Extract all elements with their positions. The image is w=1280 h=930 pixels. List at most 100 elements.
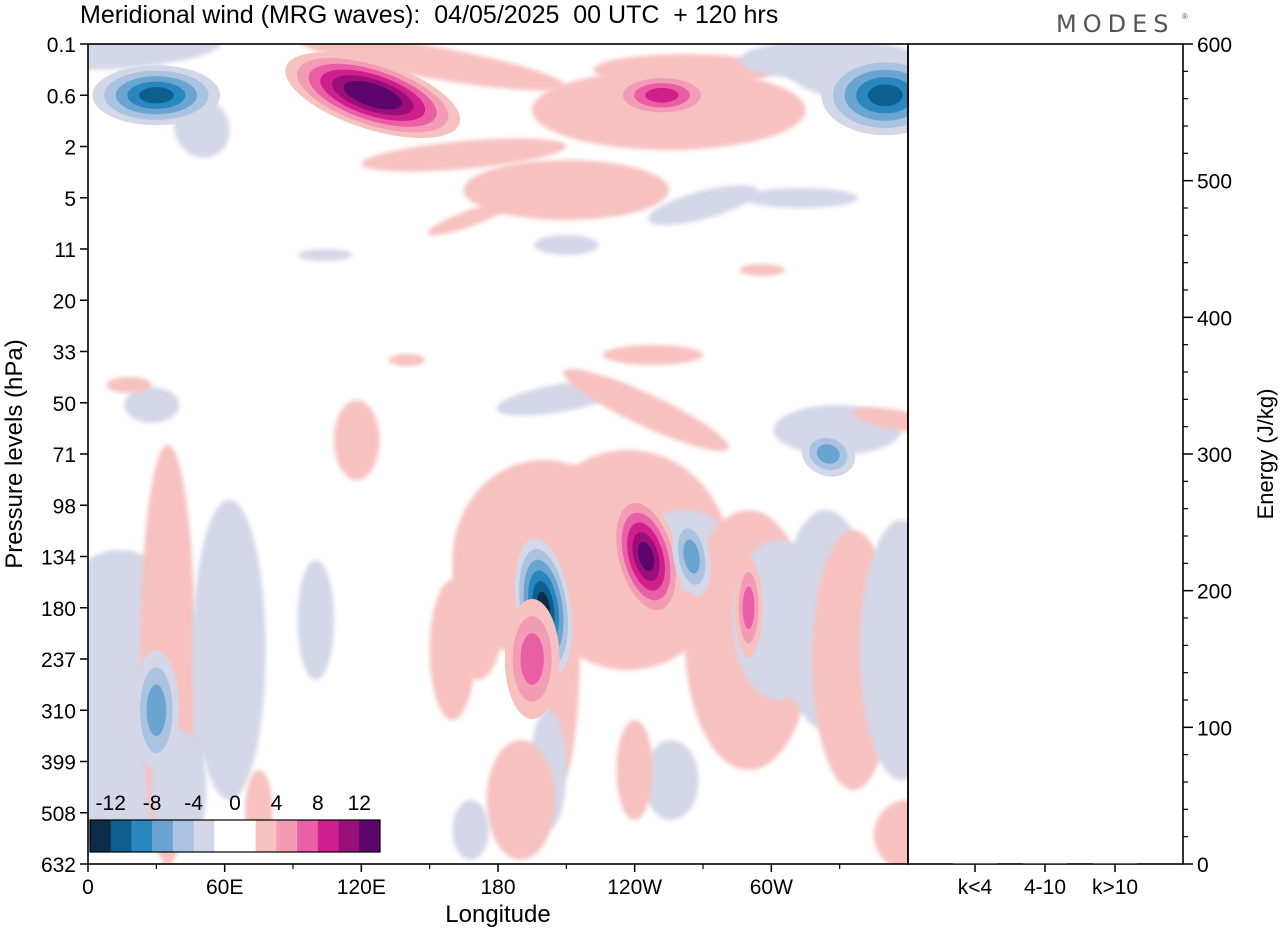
y-tick-label: 50 [53, 393, 76, 416]
contour-region [486, 740, 555, 860]
energy-tick-label: 0 [1197, 854, 1209, 877]
contour-region [616, 720, 653, 820]
y-tick-label: 134 [41, 547, 76, 570]
x-axis-label: Longitude [445, 901, 550, 928]
contour-region [427, 200, 514, 236]
contour-level [637, 541, 655, 572]
colorbar-swatch [338, 820, 360, 852]
colorbar-swatch [276, 820, 298, 852]
contour-region [388, 354, 426, 366]
energy-bar [1093, 863, 1137, 864]
colorbar-swatch [235, 820, 257, 852]
contour-level [138, 87, 174, 104]
energy-bar [1023, 863, 1067, 864]
energy-tick-label: 400 [1197, 307, 1232, 330]
x-tick-label: 120E [337, 876, 386, 899]
y-tick-label: 310 [41, 700, 76, 723]
chart-title: Meridional wind (MRG waves): 04/05/2025 … [80, 1, 779, 29]
colorbar-label: -8 [143, 792, 162, 815]
colorbar-swatch [110, 820, 132, 852]
colorbar-label: 0 [229, 792, 241, 815]
colorbar-swatch [131, 820, 153, 852]
contour-region [534, 235, 599, 255]
y-tick-label: 632 [41, 854, 76, 877]
contour-region [429, 580, 476, 720]
energy-bar [953, 863, 997, 864]
y-tick-label: 33 [53, 342, 76, 365]
contour-region [192, 500, 266, 800]
y-tick-label: 71 [53, 444, 76, 467]
y-tick-label: 399 [41, 752, 76, 775]
y-tick-label: 5 [64, 188, 76, 211]
colorbar-label: -12 [96, 792, 126, 815]
colorbar-swatch [317, 820, 339, 852]
contour-region [88, 44, 220, 70]
x-tick-label: 60W [750, 876, 793, 899]
y-tick-label: 0.6 [47, 85, 76, 108]
energy-plot-frame [907, 43, 1184, 865]
axes: 0.1 0.6 2 5 11 20 33 50 71 98 134 180 237 310 399 508 63… [41, 34, 1232, 899]
y-tick-label: 2 [64, 137, 76, 160]
x-tick-label: 0 [82, 876, 94, 899]
y-axis-label: Pressure levels (hPa) [1, 339, 28, 568]
contour-region [297, 249, 353, 261]
contour-region [860, 520, 908, 780]
contour-level [146, 684, 167, 736]
colorbar-label: -4 [184, 792, 203, 815]
y-tick-label: 11 [54, 239, 76, 262]
colorbar-swatch [152, 820, 174, 852]
energy-category-label: k<4 [958, 876, 993, 899]
contour-region [452, 800, 489, 860]
contour-region [297, 560, 335, 680]
contour-field [88, 44, 908, 864]
energy-tick-label: 500 [1197, 171, 1232, 194]
colorbar-swatch [214, 820, 236, 852]
contour-region [739, 264, 786, 276]
contour-region [643, 740, 699, 820]
contour-region [563, 368, 729, 452]
energy-tick-label: 200 [1197, 581, 1232, 604]
energy-axis-label: Energy (J/kg) [1253, 389, 1278, 520]
contour-region [294, 44, 565, 91]
y-tick-label: 0.1 [47, 34, 76, 57]
colorbar-label: 8 [312, 792, 324, 815]
contour-level [867, 84, 903, 107]
colorbar-swatch [359, 820, 381, 852]
colorbar-swatch [193, 820, 215, 852]
contour-level [520, 633, 544, 685]
colorbar-swatch [255, 820, 277, 852]
x-tick-label: 120W [607, 876, 662, 899]
contour-region [851, 407, 908, 433]
contour-region [106, 377, 152, 393]
modes-logo: MODES [1056, 10, 1175, 38]
colorbar-swatch [297, 820, 319, 852]
contour-region [124, 387, 180, 423]
colorbar-swatch [90, 820, 112, 852]
contour-region [873, 800, 908, 864]
contour-level [645, 87, 679, 103]
colorbar-label: 12 [348, 792, 371, 815]
x-tick-label: 60E [206, 876, 243, 899]
contour-level [742, 586, 755, 630]
energy-tick-label: 100 [1197, 717, 1232, 740]
y-tick-label: 98 [53, 495, 76, 518]
colorbar-label: 4 [271, 792, 283, 815]
contour-region [333, 400, 380, 480]
registered-mark: ® [1182, 12, 1188, 21]
energy-category-label: k>10 [1092, 876, 1138, 899]
energy-category-label: 4-10 [1024, 876, 1066, 899]
y-tick-label: 20 [53, 290, 76, 313]
contour-level [355, 86, 391, 104]
energy-tick-label: 600 [1197, 34, 1232, 57]
colorbar-swatch [172, 820, 194, 852]
y-tick-label: 237 [41, 649, 76, 672]
colorbar-frame [89, 819, 381, 853]
y-tick-label: 508 [41, 803, 76, 826]
contour-region [463, 160, 669, 220]
contour-region [361, 138, 567, 172]
y-tick-label: 180 [41, 598, 76, 621]
contour-level [683, 539, 700, 574]
colorbar: -12 -8 -4 0 4 8 12 [89, 792, 381, 853]
x-tick-label: 180 [480, 876, 515, 899]
